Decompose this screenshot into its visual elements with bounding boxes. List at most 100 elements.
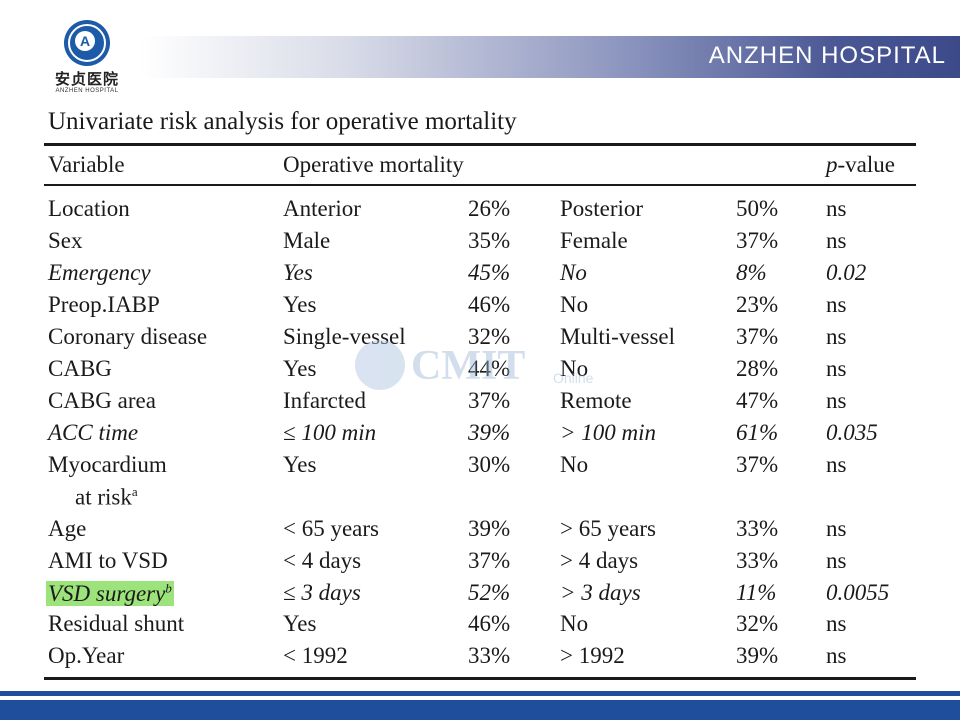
cell-opt1: Yes (283, 260, 313, 285)
cell-pct1: 26% (468, 196, 511, 221)
logo-english-name: ANZHEN HOSPITAL (55, 88, 119, 94)
cell-opt2: > 1992 (560, 643, 625, 668)
cell-opt2: Female (560, 228, 628, 253)
cell-opt1: < 4 days (283, 548, 362, 573)
watermark-text: CMIT (411, 343, 526, 389)
cell-pct2: 37% (736, 324, 779, 349)
cell-opt1: Anterior (283, 196, 361, 221)
cell-variable: Op.Year (48, 643, 125, 668)
cell-pct2: 37% (736, 228, 779, 253)
table-header-rule (44, 184, 916, 186)
cell-variable: Location (48, 196, 130, 221)
cell-opt1: Yes (283, 452, 317, 477)
cell-opt1: Yes (283, 356, 317, 381)
cell-variable: AMI to VSD (48, 548, 168, 573)
globe-icon (355, 340, 405, 390)
cell-p: ns (826, 196, 847, 221)
cell-pct1: 35% (468, 228, 511, 253)
cell-pct2: 61% (736, 420, 779, 445)
header-operative-mortality: Operative mortality (283, 152, 464, 177)
cell-p: ns (826, 324, 847, 349)
cell-pct1: 39% (468, 516, 511, 541)
cell-pct2: 47% (736, 388, 779, 413)
cell-pct2: 37% (736, 452, 779, 477)
cell-pct2: 8% (736, 260, 767, 285)
cell-opt2: Posterior (560, 196, 644, 221)
cell-opt1: < 1992 (283, 643, 348, 668)
cell-variable: Coronary disease (48, 324, 208, 349)
cell-opt2: No (560, 611, 589, 636)
cell-opt2: > 4 days (560, 548, 639, 573)
cell-opt2: No (560, 292, 589, 317)
cell-pct2: 11% (736, 580, 777, 605)
cell-pct2: 32% (736, 611, 779, 636)
highlighted-variable: VSD surgeryb (46, 580, 174, 606)
watermark-subtext: Online (553, 370, 594, 386)
cell-variable: Age (48, 516, 87, 541)
cell-pct2: 33% (736, 516, 779, 541)
hospital-logo: A 安贞医院 ANZHEN HOSPITAL (42, 20, 132, 96)
cell-opt2: > 65 years (560, 516, 656, 541)
cell-variable: CABG area (48, 388, 156, 413)
cell-pct2: 33% (736, 548, 779, 573)
cell-pct1: 32% (468, 324, 511, 349)
cell-p: 0.035 (826, 420, 878, 445)
cell-pct1: 33% (468, 643, 511, 668)
cell-pct1: 46% (468, 292, 511, 317)
cell-p: 0.02 (826, 260, 867, 285)
cell-pct1: 44% (468, 356, 511, 381)
cell-opt2: Multi-vessel (560, 324, 675, 349)
cell-pct1: 37% (468, 548, 511, 573)
cell-pct1: 46% (468, 611, 511, 636)
cell-pct2: 39% (736, 643, 779, 668)
cell-variable: Sex (48, 228, 83, 253)
cell-opt2: Remote (560, 388, 632, 413)
watermark: CMIT Online (355, 340, 615, 390)
cell-pct1: 39% (468, 420, 511, 445)
cell-p: ns (826, 516, 847, 541)
footer-bar (0, 700, 960, 720)
cell-variable: VSD surgeryb (46, 580, 174, 607)
cell-pct1: 45% (468, 260, 511, 285)
cell-opt2: No (560, 356, 589, 381)
table-caption: Univariate risk analysis for operative m… (48, 108, 517, 135)
cell-opt1: ≤ 3 days (283, 580, 361, 605)
logo-chinese-name: 安贞医院 (54, 70, 119, 88)
cell-p: ns (826, 292, 847, 317)
cell-opt2: No (560, 260, 587, 285)
cell-p: ns (826, 228, 847, 253)
cell-p: ns (826, 388, 847, 413)
cell-variable: Myocardium (48, 452, 167, 477)
table-top-rule (44, 143, 916, 146)
cell-opt2: > 100 min (560, 420, 657, 445)
header-variable: Variable (48, 152, 125, 177)
cell-p: ns (826, 452, 847, 477)
footer-line (0, 691, 960, 696)
cell-opt1: Yes (283, 611, 317, 636)
cell-opt1: Infarcted (283, 388, 366, 413)
cell-opt1: ≤ 100 min (283, 420, 377, 445)
cell-pct2: 28% (736, 356, 779, 381)
cell-variable-continued: at riska (75, 484, 138, 510)
cell-variable: Residual shunt (48, 611, 185, 636)
cell-p: ns (826, 611, 847, 636)
cell-opt1: < 65 years (283, 516, 379, 541)
cell-p: ns (826, 643, 847, 668)
cell-pct1: 52% (468, 580, 511, 605)
cell-p: ns (826, 548, 847, 573)
header-banner: ANZHEN HOSPITAL (140, 36, 960, 78)
header-p-value: p-value (826, 152, 895, 177)
cell-variable: CABG (48, 356, 112, 381)
cell-pct1: 37% (468, 388, 511, 413)
banner-title: ANZHEN HOSPITAL (708, 42, 946, 69)
cell-variable: Preop.IABP (48, 292, 160, 317)
cell-opt1: Single-vessel (283, 324, 406, 349)
cell-p: 0.0055 (826, 580, 890, 605)
cell-variable: ACC time (48, 420, 139, 445)
cell-pct2: 50% (736, 196, 779, 221)
cell-pct1: 30% (468, 452, 511, 477)
cell-opt2: No (560, 452, 589, 477)
cell-p: ns (826, 356, 847, 381)
cell-opt1: Yes (283, 292, 317, 317)
logo-emblem-icon: A (64, 20, 110, 66)
